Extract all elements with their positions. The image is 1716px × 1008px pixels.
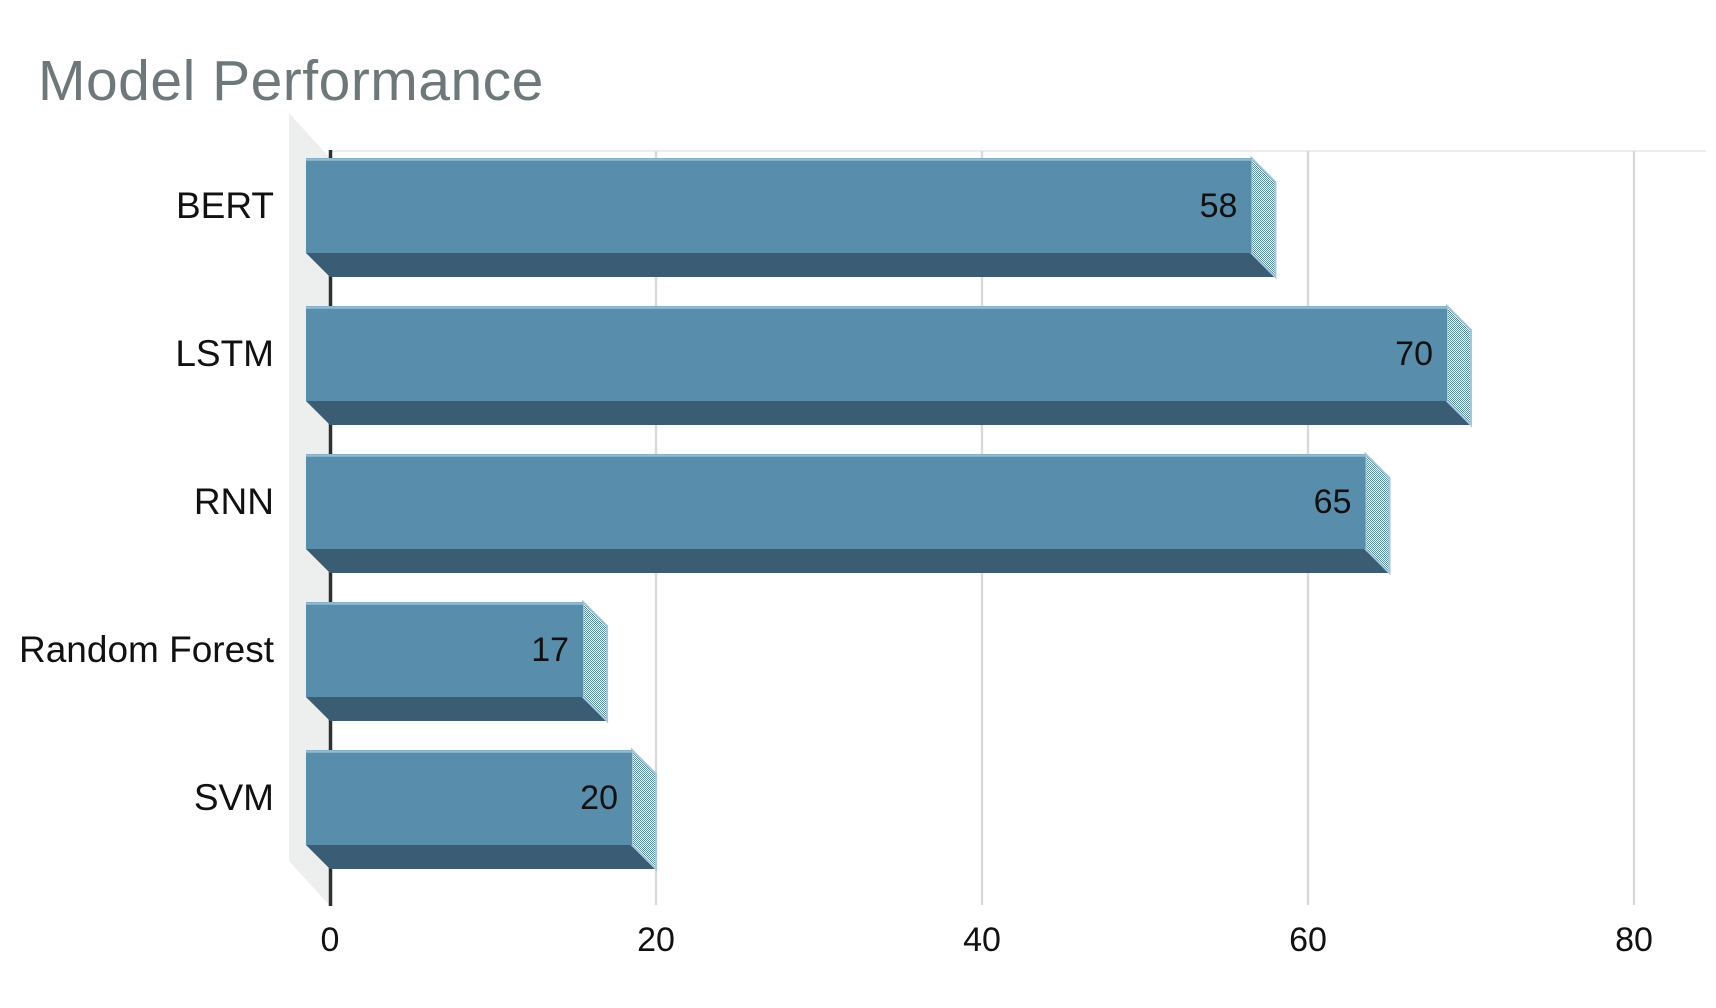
bar-random-forest: [306, 599, 609, 724]
bar-front-face: [306, 306, 1447, 401]
bar-bert: [306, 155, 1277, 280]
bar-front-face: [306, 750, 632, 845]
value-label: 70: [1395, 335, 1433, 373]
x-tick-label: 0: [321, 921, 340, 959]
bar-rnn: [306, 451, 1391, 576]
bar-svm: [306, 747, 657, 872]
category-label: RNN: [194, 481, 274, 522]
bar-bottom-face: [306, 845, 656, 869]
value-label: 20: [580, 779, 618, 817]
category-label: LSTM: [175, 333, 274, 374]
bar-bottom-face: [306, 549, 1390, 573]
value-label: 17: [531, 631, 569, 669]
bar-bottom-face: [306, 253, 1276, 277]
bar-bottom-face: [306, 401, 1471, 425]
value-label: 58: [1200, 187, 1238, 225]
bars-layer: [306, 155, 1472, 872]
bar-front-face: [306, 602, 584, 697]
bar-front-face: [306, 454, 1366, 549]
labels-layer: 58 BERT 70 LSTM 65 RNN 17 Random Forest 20 SVM 0 20…: [19, 185, 1653, 959]
category-label: Random Forest: [19, 629, 275, 670]
value-label: 65: [1314, 483, 1352, 521]
bar-lstm: [306, 303, 1472, 428]
x-tick-label: 80: [1615, 921, 1653, 959]
x-tick-label: 40: [963, 921, 1001, 959]
x-tick-label: 60: [1289, 921, 1327, 959]
x-tick-label: 20: [637, 921, 675, 959]
category-label: SVM: [194, 777, 274, 818]
bar-front-face: [306, 158, 1252, 253]
bar-bottom-face: [306, 697, 608, 721]
chart-title: Model Performance: [38, 49, 544, 114]
category-label: BERT: [176, 185, 274, 226]
